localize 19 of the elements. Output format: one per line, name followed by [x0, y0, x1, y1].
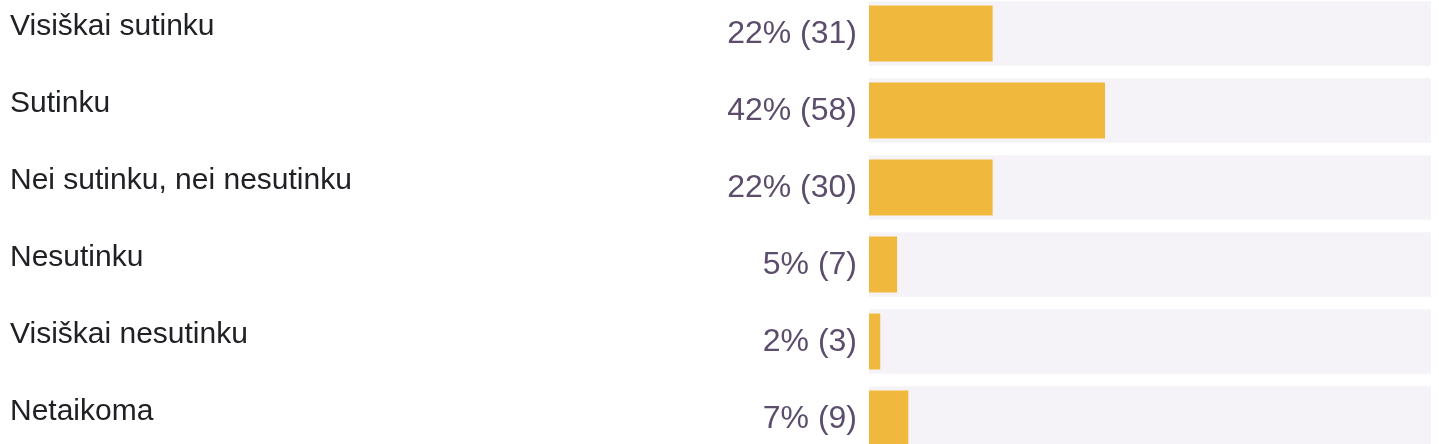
y-tick-label: Visiškai nesutinku [10, 315, 248, 349]
y-tick-label: Visiškai sutinku [10, 7, 215, 41]
data-label: 2% (3) [762, 322, 857, 359]
data-label: 7% (9) [762, 399, 857, 436]
bar [869, 236, 898, 293]
data-label: 5% (7) [762, 245, 857, 282]
y-tick-label: Netaikoma [10, 392, 154, 426]
bar [869, 159, 993, 216]
y-tick-label: Nesutinku [10, 238, 144, 272]
y-tick-label: Sutinku [10, 84, 111, 118]
data-label: 22% (30) [727, 168, 857, 205]
bar [869, 313, 881, 370]
bar [869, 82, 1106, 139]
bar [869, 232, 1431, 297]
y-tick-label: Nei sutinku, nei nesutinku [10, 161, 352, 195]
data-label: 42% (58) [727, 91, 857, 128]
bar [869, 309, 1431, 374]
bar [869, 5, 993, 62]
data-label: 22% (31) [727, 14, 857, 51]
